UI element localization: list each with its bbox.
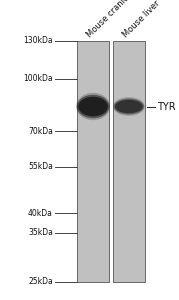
Text: 35kDa: 35kDa bbox=[28, 228, 53, 237]
Ellipse shape bbox=[77, 95, 109, 118]
Text: Mouse liver: Mouse liver bbox=[121, 0, 161, 39]
Text: 100kDa: 100kDa bbox=[23, 74, 53, 83]
Ellipse shape bbox=[114, 98, 144, 115]
Text: 55kDa: 55kDa bbox=[28, 162, 53, 171]
Ellipse shape bbox=[115, 100, 143, 113]
Text: Mouse craniofacial: Mouse craniofacial bbox=[85, 0, 147, 39]
Ellipse shape bbox=[78, 97, 108, 116]
Bar bbox=[113, 40, 144, 282]
Text: 70kDa: 70kDa bbox=[28, 127, 53, 136]
Text: 40kDa: 40kDa bbox=[28, 209, 53, 218]
Ellipse shape bbox=[76, 93, 110, 120]
Bar bbox=[78, 40, 109, 282]
Ellipse shape bbox=[113, 97, 145, 116]
Text: 130kDa: 130kDa bbox=[23, 36, 53, 45]
Text: TYR: TYR bbox=[157, 101, 176, 112]
Text: 25kDa: 25kDa bbox=[28, 278, 53, 286]
